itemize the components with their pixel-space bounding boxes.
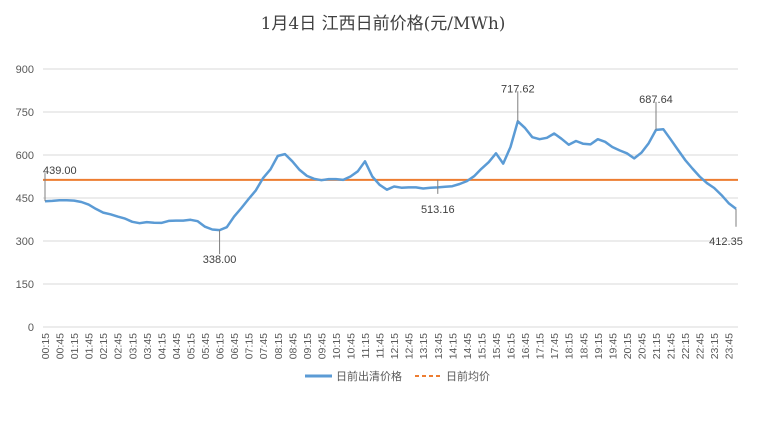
y-tick-label: 0: [28, 322, 34, 334]
x-tick-label: 14:15: [447, 333, 459, 359]
x-tick-label: 21:15: [651, 333, 663, 359]
x-tick-label: 15:15: [476, 333, 488, 359]
x-tick-label: 13:45: [433, 333, 445, 359]
x-tick-label: 19:45: [607, 333, 619, 359]
x-tick-label: 05:45: [200, 333, 212, 359]
x-tick-label: 03:15: [127, 333, 139, 359]
x-tick-label: 15:45: [491, 333, 503, 359]
x-tick-label: 02:15: [98, 333, 110, 359]
x-tick-label: 11:45: [375, 333, 387, 359]
x-tick-label: 18:15: [564, 333, 576, 359]
x-tick-label: 00:15: [40, 333, 52, 359]
y-tick-label: 900: [16, 64, 34, 76]
annotation-label: 338.00: [203, 254, 237, 266]
annotation-label: 687.64: [639, 94, 673, 106]
x-tick-label: 04:15: [156, 333, 168, 359]
annotation-label: 412.35: [709, 236, 743, 248]
x-tick-label: 06:45: [229, 333, 241, 359]
x-tick-label: 03:45: [142, 333, 154, 359]
x-tick-label: 01:15: [69, 333, 81, 359]
x-tick-label: 22:45: [695, 333, 707, 359]
x-tick-label: 12:45: [404, 333, 416, 359]
x-tick-label: 19:15: [593, 333, 605, 359]
x-tick-label: 05:15: [185, 333, 197, 359]
chart-title: 1月4日 江西日前价格(元/MWh): [261, 14, 506, 34]
x-tick-label: 21:45: [666, 333, 678, 359]
x-tick-label: 10:45: [345, 333, 357, 359]
x-tick-label: 07:15: [244, 333, 256, 359]
x-tick-label: 10:15: [331, 333, 343, 359]
x-tick-label: 02:45: [113, 333, 125, 359]
x-tick-label: 09:45: [316, 333, 328, 359]
annotation-label: 513.16: [421, 204, 455, 216]
x-tick-label: 20:15: [622, 333, 634, 359]
x-tick-label: 22:15: [680, 333, 692, 359]
x-tick-label: 07:45: [258, 333, 270, 359]
series-layer: [43, 120, 738, 232]
x-tick-label: 23:15: [709, 333, 721, 359]
annotation-label: 439.00: [43, 165, 77, 177]
x-tick-label: 16:45: [520, 333, 532, 359]
y-tick-label: 600: [16, 150, 34, 162]
y-tick-label: 450: [16, 193, 34, 205]
annotations: 439.00 338.00 717.62 687.64 412.35 513.16: [43, 83, 743, 266]
annotation-label: 717.62: [501, 83, 535, 95]
legend-label-average-price: 日前均价: [446, 369, 490, 383]
x-tick-label: 23:45: [724, 333, 736, 359]
x-tick-label: 12:15: [389, 333, 401, 359]
x-tick-label: 08:45: [287, 333, 299, 359]
x-tick-label: 01:45: [84, 333, 96, 359]
x-tick-label: 13:15: [418, 333, 430, 359]
clearing-price-line: [44, 120, 737, 232]
x-tick-label: 14:45: [462, 333, 474, 359]
x-tick-label: 04:45: [171, 333, 183, 359]
x-tick-label: 09:15: [302, 333, 314, 359]
y-tick-label: 150: [16, 279, 34, 291]
x-tick-label: 17:15: [535, 333, 547, 359]
x-tick-label: 18:45: [578, 333, 590, 359]
y-tick-label: 300: [16, 236, 34, 248]
x-tick-label: 17:45: [549, 333, 561, 359]
x-axis-ticks: 00:15 00:45 01:15 01:45 02:15 02:45 03:15 03:45…: [40, 333, 736, 359]
x-tick-label: 11:15: [360, 333, 372, 359]
x-tick-label: 00:45: [55, 333, 67, 359]
x-tick-label: 06:15: [215, 333, 227, 359]
x-tick-label: 20:45: [636, 333, 648, 359]
legend: 日前出清价格 日前均价: [305, 369, 490, 383]
legend-label-clearing-price: 日前出清价格: [336, 369, 402, 383]
y-tick-label: 750: [16, 107, 34, 119]
x-tick-label: 08:15: [273, 333, 285, 359]
y-axis-ticks: 0 150 300 450 600 750 900: [16, 64, 34, 334]
x-tick-label: 16:15: [506, 333, 518, 359]
grid-lines: [43, 68, 738, 328]
